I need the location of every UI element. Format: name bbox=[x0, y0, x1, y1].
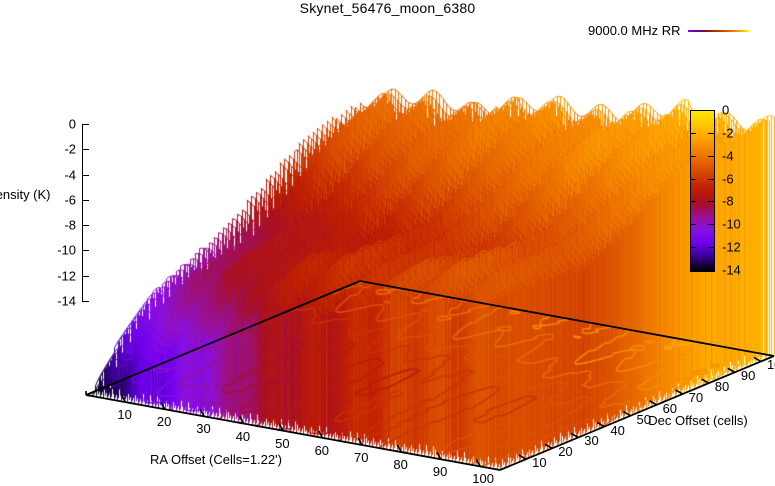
colorbar-tick bbox=[690, 201, 696, 203]
x-axis-tick-label: 40 bbox=[235, 428, 251, 444]
y-axis-tick-label: 90 bbox=[740, 368, 756, 384]
z-axis-tick-label: -14 bbox=[57, 293, 76, 309]
legend-color-swatch bbox=[688, 29, 751, 32]
colorbar-tick bbox=[690, 178, 696, 180]
z-axis-tick-label: -4 bbox=[64, 167, 76, 183]
x-axis-tick-label: 70 bbox=[354, 450, 369, 465]
colorbar-tick-label: -10 bbox=[722, 216, 741, 232]
z-axis-tick-label: -12 bbox=[57, 268, 76, 284]
legend: 9000.0 MHz RR bbox=[588, 23, 751, 38]
colorbar-tick-label: -2 bbox=[722, 125, 734, 141]
y-axis-tick-label: 10 bbox=[532, 455, 547, 471]
y-axis-title: Dec Offset (cells) bbox=[648, 413, 748, 428]
colorbar-tick-label: -6 bbox=[722, 171, 734, 187]
z-axis-tick-label: -2 bbox=[64, 141, 76, 157]
colorbar-tick bbox=[690, 270, 696, 271]
z-axis-tick bbox=[82, 199, 89, 201]
z-axis-tick-label: -8 bbox=[64, 217, 76, 233]
colorbar-gradient bbox=[690, 110, 715, 272]
colorbar-tick bbox=[708, 132, 714, 134]
y-axis-tick-label: 20 bbox=[558, 444, 573, 460]
x-axis-tick-label: 80 bbox=[393, 457, 408, 473]
colorbar-tick bbox=[708, 178, 714, 180]
colorbar-tick bbox=[708, 270, 714, 271]
z-axis-title: tensity (K) bbox=[0, 187, 51, 202]
z-axis-tick-label: -6 bbox=[64, 192, 76, 208]
z-axis-tick bbox=[82, 275, 89, 277]
z-axis-tick bbox=[82, 250, 89, 252]
z-axis-tick bbox=[82, 301, 89, 302]
z-axis-tick bbox=[82, 174, 89, 176]
colorbar-tick-label: -14 bbox=[722, 262, 741, 278]
colorbar-tick bbox=[690, 155, 696, 157]
y-axis-tick-label: 100 bbox=[766, 357, 775, 373]
z-axis-tick bbox=[82, 124, 89, 125]
colorbar-tick bbox=[690, 247, 696, 249]
y-axis-tick-label: 30 bbox=[584, 433, 599, 449]
z-axis-tick-label: -10 bbox=[57, 242, 76, 258]
colorbar-tick-label: -4 bbox=[722, 148, 734, 164]
x-axis-tick-label: 20 bbox=[156, 414, 172, 430]
z-axis-line bbox=[82, 124, 83, 301]
colorbar-tick bbox=[690, 224, 696, 226]
x-axis-tick-label: 30 bbox=[196, 421, 211, 437]
x-axis-title: RA Offset (Cells=1.22') bbox=[150, 452, 282, 467]
y-axis-tick-label: 80 bbox=[714, 379, 730, 395]
y-axis-tick-label: 40 bbox=[610, 422, 625, 438]
colorbar-tick bbox=[708, 224, 714, 226]
colorbar: 0 -2 -4 -6 -8 -10 -12 -14 bbox=[690, 103, 772, 278]
y-axis-tick-label: 70 bbox=[688, 390, 704, 405]
x-axis-tick-label: 100 bbox=[472, 471, 494, 486]
x-axis-tick-label: 10 bbox=[117, 407, 132, 423]
z-axis-tick-label: 0 bbox=[68, 116, 76, 132]
colorbar-tick bbox=[708, 247, 714, 249]
colorbar-tick bbox=[708, 155, 714, 157]
colorbar-tick-label: -8 bbox=[722, 193, 734, 209]
colorbar-tick-label: -12 bbox=[722, 239, 741, 255]
colorbar-tick bbox=[690, 132, 696, 134]
colorbar-tick bbox=[708, 201, 714, 203]
colorbar-tick-label: 0 bbox=[722, 102, 730, 118]
y-axis-tick-label: 60 bbox=[662, 400, 678, 416]
z-axis-tick bbox=[82, 225, 89, 227]
legend-label: 9000.0 MHz RR bbox=[588, 23, 681, 38]
x-axis-tick-label: 60 bbox=[314, 442, 330, 458]
x-axis-tick-label: 50 bbox=[275, 435, 290, 451]
y-axis-tick-label: 50 bbox=[636, 411, 651, 427]
z-axis-tick bbox=[82, 149, 89, 151]
x-axis-tick-label: 90 bbox=[432, 464, 448, 480]
